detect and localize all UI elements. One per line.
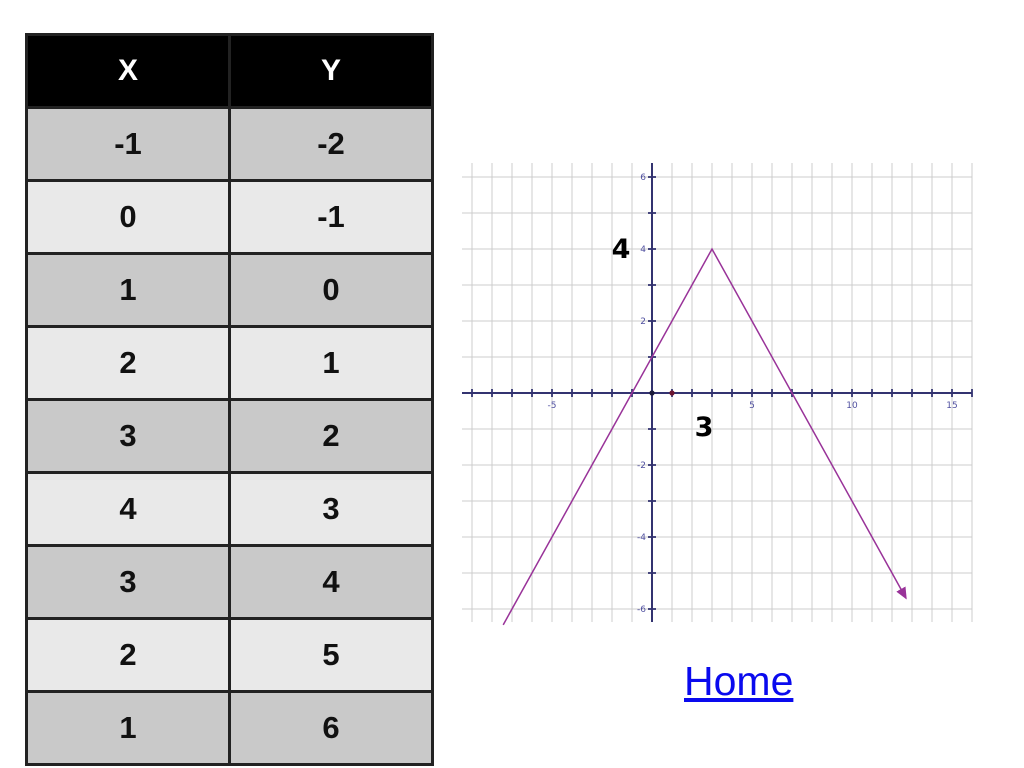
cell-y: 6 bbox=[228, 690, 434, 766]
cell-x: 4 bbox=[25, 471, 231, 547]
vertex-annotation: 4 bbox=[612, 234, 631, 265]
cell-x: 2 bbox=[25, 325, 231, 401]
table-header-row: X Y bbox=[25, 33, 434, 109]
cell-x: 1 bbox=[25, 252, 231, 328]
column-header-y: Y bbox=[228, 33, 434, 109]
table-row: 0 -1 bbox=[25, 179, 434, 255]
cell-y: 3 bbox=[228, 471, 434, 547]
cell-x: 0 bbox=[25, 179, 231, 255]
cell-x: 2 bbox=[25, 617, 231, 693]
cell-x: 3 bbox=[25, 398, 231, 474]
function-line bbox=[502, 247, 907, 626]
x-tick-label: 10 bbox=[846, 401, 858, 411]
cell-x: 1 bbox=[25, 690, 231, 766]
cell-y: 2 bbox=[228, 398, 434, 474]
vertex-annotation: 3 bbox=[695, 412, 714, 443]
coordinate-graph: -5 5 10 15 6 4 2 -2 -4 -6 4 3 bbox=[462, 163, 973, 626]
cell-y: 4 bbox=[228, 544, 434, 620]
x-tick-label: 15 bbox=[946, 401, 957, 411]
x-tick-label: 5 bbox=[749, 401, 755, 411]
cell-y: 0 bbox=[228, 252, 434, 328]
y-tick-label: -4 bbox=[637, 533, 646, 543]
cell-y: 5 bbox=[228, 617, 434, 693]
home-link[interactable]: Home bbox=[684, 658, 794, 704]
y-tick-label: -2 bbox=[637, 461, 646, 471]
cell-y: 1 bbox=[228, 325, 434, 401]
y-tick-label: -6 bbox=[637, 605, 646, 615]
cell-x: -1 bbox=[25, 106, 231, 182]
coordinate-graph-container: -5 5 10 15 6 4 2 -2 -4 -6 4 3 bbox=[460, 148, 980, 633]
y-tick-label: 2 bbox=[640, 317, 646, 327]
cell-x: 3 bbox=[25, 544, 231, 620]
column-header-x: X bbox=[25, 33, 231, 109]
x-tick-label: -5 bbox=[548, 401, 557, 411]
y-tick-label: 4 bbox=[640, 245, 646, 255]
table-row: -1 -2 bbox=[25, 106, 434, 182]
point-marker bbox=[649, 390, 655, 396]
y-tick-label: 6 bbox=[640, 173, 646, 183]
cell-y: -2 bbox=[228, 106, 434, 182]
point-marker bbox=[669, 390, 675, 396]
cell-y: -1 bbox=[228, 179, 434, 255]
